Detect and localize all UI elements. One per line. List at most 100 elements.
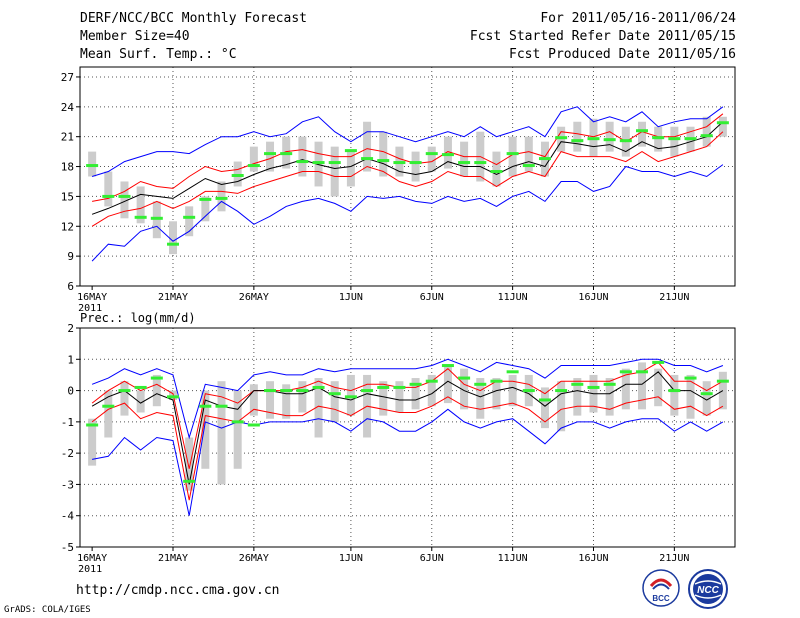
temp-spread-box (249, 146, 258, 172)
prec-spread-box (638, 362, 647, 410)
prec-observed-marker (166, 395, 179, 399)
prec-observed-marker (458, 376, 471, 380)
temp-ytick-label: 18 (61, 161, 74, 174)
prec-spread-box (476, 378, 485, 419)
temp-observed-marker (312, 161, 325, 165)
prec-spread-box (443, 365, 452, 404)
prec-spread-box (654, 368, 663, 407)
header-variable: Mean Surf. Temp.: °C (80, 47, 237, 62)
temp-spread-box (185, 206, 194, 237)
prec-ytick-label: 1 (67, 353, 74, 366)
temp-observed-marker (716, 121, 729, 125)
header-forecast-period: For 2011/05/16-2011/06/24 (540, 11, 736, 26)
temp-spread-box (427, 146, 436, 172)
prec-spread-box (104, 390, 113, 438)
temp-spread-box (508, 136, 517, 177)
temp-observed-marker (490, 170, 503, 174)
temp-series-upper (92, 113, 724, 202)
prec-observed-marker (425, 379, 438, 383)
prec-observed-marker (587, 385, 600, 389)
prec-observed-marker (555, 389, 568, 393)
prec-spread-box (540, 387, 549, 429)
prec-observed-marker (506, 370, 519, 374)
prec-series-mean (91, 371, 724, 485)
prec-observed-marker (652, 360, 665, 364)
temp-spread-box (330, 146, 339, 197)
temp-observed-marker (328, 161, 341, 165)
prec-observed-marker (134, 385, 147, 389)
prec-spread-box (88, 418, 97, 466)
prec-observed-marker (636, 370, 649, 374)
temp-ytick-label: 21 (61, 131, 74, 144)
prec-spread-box (120, 381, 129, 416)
header-member-size: Member Size=40 (80, 29, 190, 44)
temp-spread-box (104, 171, 113, 207)
prec-observed-marker (490, 379, 503, 383)
prec-observed-marker (231, 420, 244, 424)
prec-spread-box (152, 374, 161, 407)
prec-observed-marker (215, 404, 228, 408)
temp-series-max (91, 164, 724, 262)
temp-year-label: 2011 (78, 303, 102, 314)
prec-observed-marker (296, 389, 309, 393)
prec-spread-box (379, 381, 388, 416)
prec-xtick-label: 21JUN (659, 553, 689, 564)
header-start-date: Fcst Started Refer Date 2011/05/15 (469, 29, 736, 44)
temp-xtick-label: 26MAY (239, 292, 269, 303)
prec-series-max (92, 408, 724, 516)
footer-url: http://cmdp.ncc.cma.gov.cn (76, 583, 280, 598)
temp-ytick-label: 27 (61, 71, 74, 84)
prec-xtick-label: 16JUN (578, 553, 608, 564)
temp-observed-marker (571, 139, 584, 143)
temp-observed-marker (280, 152, 293, 156)
temp-xtick-label: 6JUN (420, 292, 444, 303)
prec-xtick-label: 6JUN (420, 553, 444, 564)
temp-ytick-label: 9 (67, 250, 74, 263)
temp-spread-box (605, 121, 614, 152)
prec-ytick-label: -5 (61, 541, 74, 554)
temp-series-lower (91, 131, 724, 227)
temp-spread-box (492, 151, 501, 187)
prec-ytick-label: -3 (61, 478, 74, 491)
temp-observed-marker (377, 159, 390, 163)
prec-spread-box (201, 390, 210, 469)
prec-plot-frame (79, 327, 736, 548)
prec-series-min (91, 358, 724, 440)
temp-observed-marker (522, 164, 535, 168)
prec-spread-box (460, 368, 469, 410)
temp-observed-marker (102, 194, 115, 198)
prec-ytick-label: 0 (67, 385, 74, 398)
temp-observed-marker (166, 242, 179, 246)
prec-observed-marker (522, 389, 535, 393)
temp-spread-box (718, 116, 727, 137)
temp-xtick-label: 21JUN (659, 292, 689, 303)
prec-spread-box (670, 374, 679, 416)
prec-observed-marker (619, 370, 632, 374)
temp-observed-marker (603, 138, 616, 142)
header-produced-date: Fcst Produced Date 2011/05/16 (509, 47, 736, 62)
temp-xtick-label: 16JUN (578, 292, 608, 303)
temp-observed-marker (636, 129, 649, 133)
prec-spread-box (314, 378, 323, 438)
prec-observed-marker (393, 385, 406, 389)
temp-spread-box (363, 121, 372, 172)
temp-spread-box (638, 121, 647, 147)
prec-xtick-label: 11JUN (498, 553, 528, 564)
prec-spread-box (330, 381, 339, 422)
temp-observed-marker (134, 215, 147, 219)
temp-observed-marker (183, 215, 196, 219)
prec-spread-box (185, 437, 194, 491)
prec-year-label: 2011 (78, 564, 102, 575)
prec-spread-box (573, 378, 582, 416)
temp-observed-marker (458, 161, 471, 165)
temp-spread-box (460, 141, 469, 177)
temp-observed-marker (199, 197, 212, 201)
temp-spread-box (168, 221, 177, 255)
prec-observed-marker (102, 404, 115, 408)
prec-observed-marker (86, 423, 99, 427)
prec-spread-box (298, 381, 307, 413)
temp-observed-marker (652, 136, 665, 140)
prec-observed-marker (312, 385, 325, 389)
temp-spread-box (573, 121, 582, 152)
